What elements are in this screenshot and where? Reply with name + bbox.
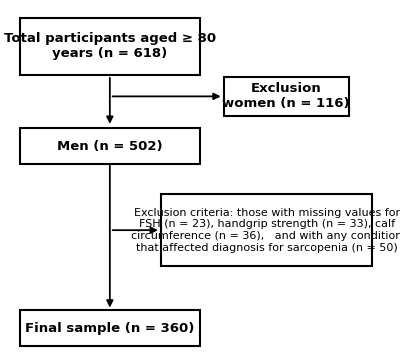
FancyBboxPatch shape [224,77,349,116]
FancyBboxPatch shape [20,310,200,346]
Text: Final sample (n = 360): Final sample (n = 360) [25,322,194,335]
Text: Men (n = 502): Men (n = 502) [57,140,163,153]
Text: Exclusion criteria: those with missing values for
FSH (n = 23), handgrip strengt: Exclusion criteria: those with missing v… [131,208,400,253]
FancyBboxPatch shape [161,194,372,266]
Text: Exclusion
women (n = 116): Exclusion women (n = 116) [222,82,350,110]
FancyBboxPatch shape [20,128,200,164]
FancyBboxPatch shape [20,18,200,75]
Text: Total participants aged ≥ 80
years (n = 618): Total participants aged ≥ 80 years (n = … [4,32,216,60]
